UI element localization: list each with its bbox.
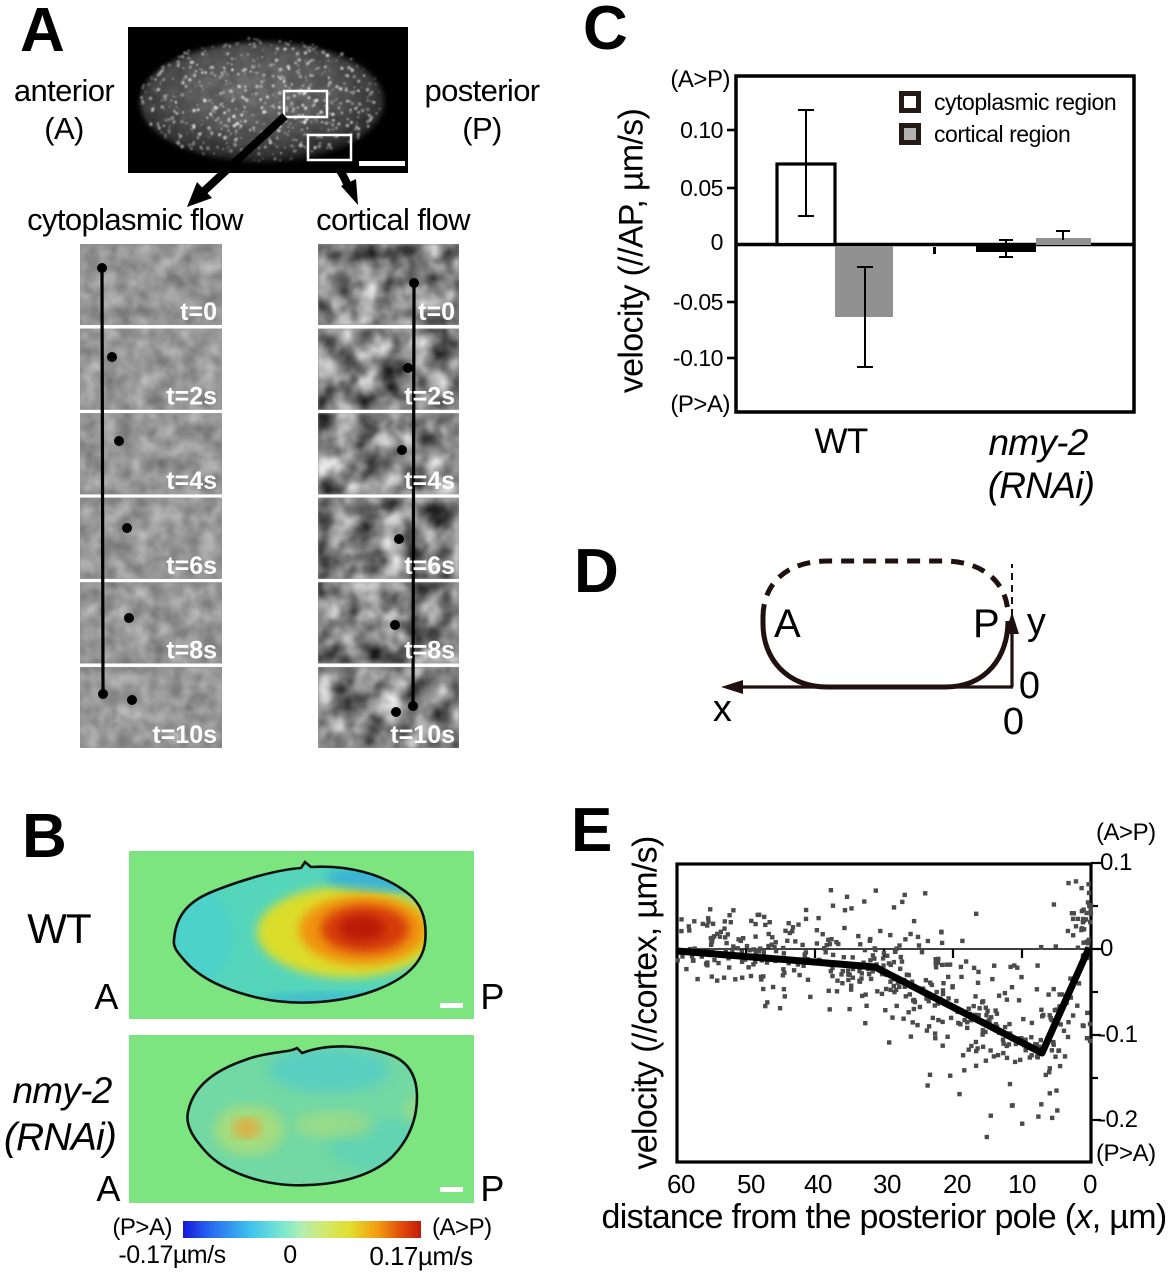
svg-text:t=0: t=0	[180, 298, 217, 326]
svg-text:t=4s: t=4s	[166, 467, 217, 495]
svg-text:t=4s: t=4s	[404, 467, 455, 495]
svg-text:t=10s: t=10s	[152, 721, 217, 749]
svg-text:t=10s: t=10s	[390, 721, 455, 749]
svg-text:t=2s: t=2s	[404, 383, 455, 411]
svg-text:t=2s: t=2s	[166, 383, 217, 411]
svg-text:t=0: t=0	[418, 298, 455, 326]
svg-text:t=6s: t=6s	[166, 552, 217, 580]
svg-text:t=8s: t=8s	[404, 636, 455, 664]
svg-text:t=8s: t=8s	[166, 636, 217, 664]
svg-text:t=6s: t=6s	[404, 552, 455, 580]
